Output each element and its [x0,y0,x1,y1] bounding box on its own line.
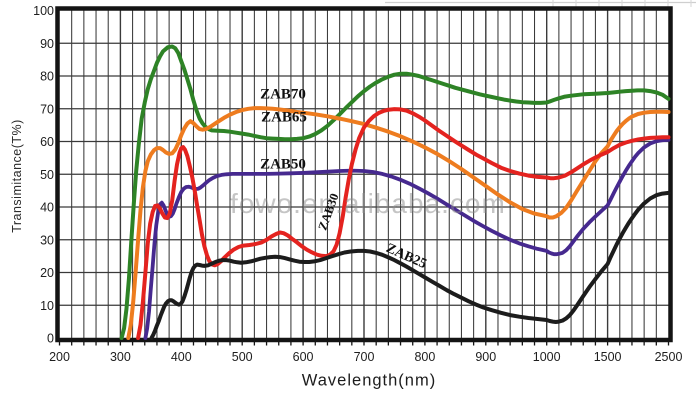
x-tick-label: 1500 [594,350,622,364]
plot-border [55,6,673,343]
curve-label-zab70: ZAB70 [260,86,306,103]
x-tick-label: 300 [110,350,131,364]
x-tick-label: 500 [232,350,253,364]
y-axis-title: Transimitance(T%) [10,119,24,233]
y-tick-label: 100 [33,4,54,18]
series-zab50 [143,138,671,340]
x-tick-label: 600 [293,350,314,364]
series-zab65 [119,44,671,340]
series-zab25 [149,190,671,340]
y-tick-label: 30 [40,233,54,247]
x-tick-label: 400 [171,350,192,364]
y-tick-label: 90 [40,37,54,51]
x-axis-title: Wavelength(nm) [301,371,437,390]
y-tick-label: 10 [40,299,54,313]
y-tick-label: 60 [40,135,54,149]
y-tick-label: 50 [40,168,54,182]
y-tick-label: 0 [47,332,54,346]
x-tick-label: 1000 [533,350,561,364]
x-tick-label: 900 [475,350,496,364]
curve-label-zab65: ZAB65 [261,109,307,126]
y-tick-label: 40 [40,201,54,215]
y-tick-label: 80 [40,70,54,84]
x-tick-label: 800 [414,350,435,364]
x-tick-label: 2500 [655,350,683,364]
x-tick-label: 700 [354,350,375,364]
x-tick-label: 200 [49,350,70,364]
curve-label-zab50: ZAB50 [260,156,306,173]
y-tick-label: 70 [40,102,54,116]
y-tick-label: 20 [40,266,54,280]
